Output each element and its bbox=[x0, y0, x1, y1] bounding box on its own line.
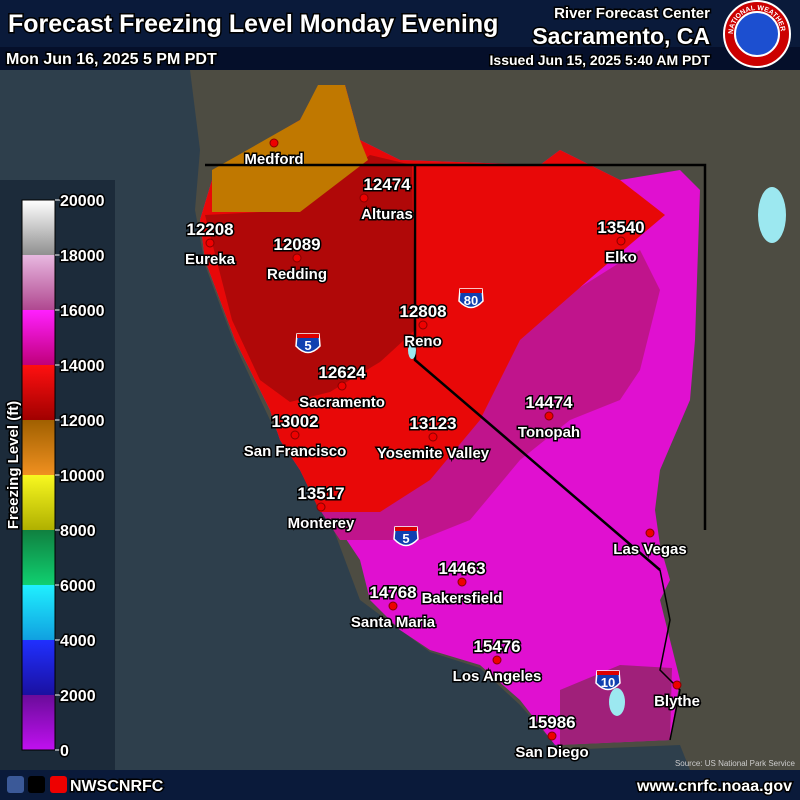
city-name: Santa Maria bbox=[351, 614, 436, 631]
issued: Issued Jun 15, 2025 5:40 AM PDT bbox=[490, 52, 711, 68]
interstate-shield-top bbox=[297, 334, 319, 338]
city-name: Eureka bbox=[185, 251, 236, 268]
legend-tick-label: 14000 bbox=[60, 358, 105, 375]
source: Source: US National Park Service bbox=[675, 759, 796, 768]
interstate-shield bbox=[393, 526, 419, 547]
shade-darkred bbox=[205, 155, 415, 402]
lake bbox=[408, 341, 416, 359]
legend-tick-label: 16000 bbox=[60, 303, 105, 320]
city-dot bbox=[547, 731, 557, 741]
city-name: San Diego bbox=[515, 744, 588, 761]
interstate-number: 80 bbox=[464, 293, 478, 308]
legend-tick-label: 10000 bbox=[60, 468, 105, 485]
title: Forecast Freezing Level Monday Evening bbox=[8, 10, 498, 38]
interstate-shield-top bbox=[597, 671, 619, 675]
city-name: Yosemite Valley bbox=[377, 445, 490, 462]
office: Sacramento, CA bbox=[532, 23, 710, 49]
interstate-number: 5 bbox=[304, 338, 311, 353]
legend-tick-label: 20000 bbox=[60, 193, 105, 210]
city-dot bbox=[418, 320, 428, 330]
legend-label: Freezing Level (ft) bbox=[5, 401, 22, 529]
city-name: Monterey bbox=[288, 515, 355, 532]
city-name: Alturas bbox=[361, 206, 413, 223]
header-subband bbox=[0, 47, 800, 70]
city-value: 15986 bbox=[528, 713, 575, 732]
city-value: 13123 bbox=[409, 414, 456, 433]
shade-orange bbox=[212, 85, 368, 212]
legend-tick-label: 6000 bbox=[60, 578, 96, 595]
city-dot bbox=[457, 577, 467, 587]
interstate-shield bbox=[295, 333, 321, 354]
city-dot bbox=[492, 655, 502, 665]
lake bbox=[758, 187, 786, 243]
city-name: Las Vegas bbox=[613, 541, 686, 558]
interstate-number: 10 bbox=[601, 675, 615, 690]
legend-tick-label: 2000 bbox=[60, 688, 96, 705]
city-dot bbox=[544, 411, 554, 421]
legend-tick-label: 8000 bbox=[60, 523, 96, 540]
city-name: Reno bbox=[404, 333, 442, 350]
city-dot bbox=[428, 432, 438, 442]
city-value: 12208 bbox=[186, 220, 233, 239]
city-value: 12808 bbox=[399, 302, 446, 321]
city-dot bbox=[205, 238, 215, 248]
city-name: Elko bbox=[605, 249, 637, 266]
footer-handle: NWSCNRFC bbox=[70, 778, 164, 795]
city-value: 12089 bbox=[273, 235, 320, 254]
x-icon bbox=[28, 776, 45, 793]
valid-time: Mon Jun 16, 2025 5 PM PDT bbox=[6, 51, 217, 68]
city-name: Blythe bbox=[654, 693, 700, 710]
interstate-shield bbox=[595, 670, 621, 691]
city-name: San Francisco bbox=[244, 443, 347, 460]
city-name: Bakersfield bbox=[422, 590, 503, 607]
footer-url: www.cnrfc.noaa.gov bbox=[636, 778, 792, 795]
state-border bbox=[413, 165, 661, 571]
city-dot bbox=[388, 601, 398, 611]
interstate-number: 5 bbox=[402, 531, 409, 546]
state-border bbox=[659, 569, 681, 741]
state-border bbox=[205, 163, 707, 530]
city-name: Los Angeles bbox=[453, 668, 542, 685]
center: River Forecast Center bbox=[554, 5, 710, 22]
city-value: 14463 bbox=[438, 559, 485, 578]
city-dot bbox=[316, 502, 326, 512]
city-dot bbox=[672, 680, 682, 690]
lake bbox=[609, 688, 625, 716]
interstate-shield-top bbox=[460, 289, 482, 293]
city-value: 13002 bbox=[271, 412, 318, 431]
city-dot bbox=[269, 138, 279, 148]
city-value: 13517 bbox=[297, 484, 344, 503]
colorbar bbox=[21, 199, 56, 751]
city-name: Tonopah bbox=[518, 424, 580, 441]
interstate-shield bbox=[458, 288, 484, 309]
city-name: Medford bbox=[244, 151, 303, 168]
city-dot bbox=[645, 528, 655, 538]
city-value: 12624 bbox=[318, 363, 366, 382]
interstate-shield-top bbox=[395, 527, 417, 531]
city-dot bbox=[290, 430, 300, 440]
youtube-icon bbox=[50, 776, 67, 793]
legend-tick-label: 0 bbox=[60, 743, 69, 760]
city-name: Sacramento bbox=[299, 394, 385, 411]
city-dot bbox=[337, 381, 347, 391]
city-dot bbox=[359, 193, 369, 203]
legend-tick-label: 4000 bbox=[60, 633, 96, 650]
facebook-icon bbox=[7, 776, 24, 793]
city-value: 13540 bbox=[597, 218, 644, 237]
city-value: 12474 bbox=[363, 175, 411, 194]
city-dot bbox=[616, 236, 626, 246]
city-value: 14768 bbox=[369, 583, 416, 602]
city-dot bbox=[292, 253, 302, 263]
city-name: Redding bbox=[267, 266, 327, 283]
logo-inner bbox=[734, 11, 780, 57]
city-value: 15476 bbox=[473, 637, 520, 656]
footer-band bbox=[0, 770, 800, 800]
legend-tick-label: 12000 bbox=[60, 413, 105, 430]
city-value: 14474 bbox=[525, 393, 573, 412]
legend-tick-label: 18000 bbox=[60, 248, 105, 265]
